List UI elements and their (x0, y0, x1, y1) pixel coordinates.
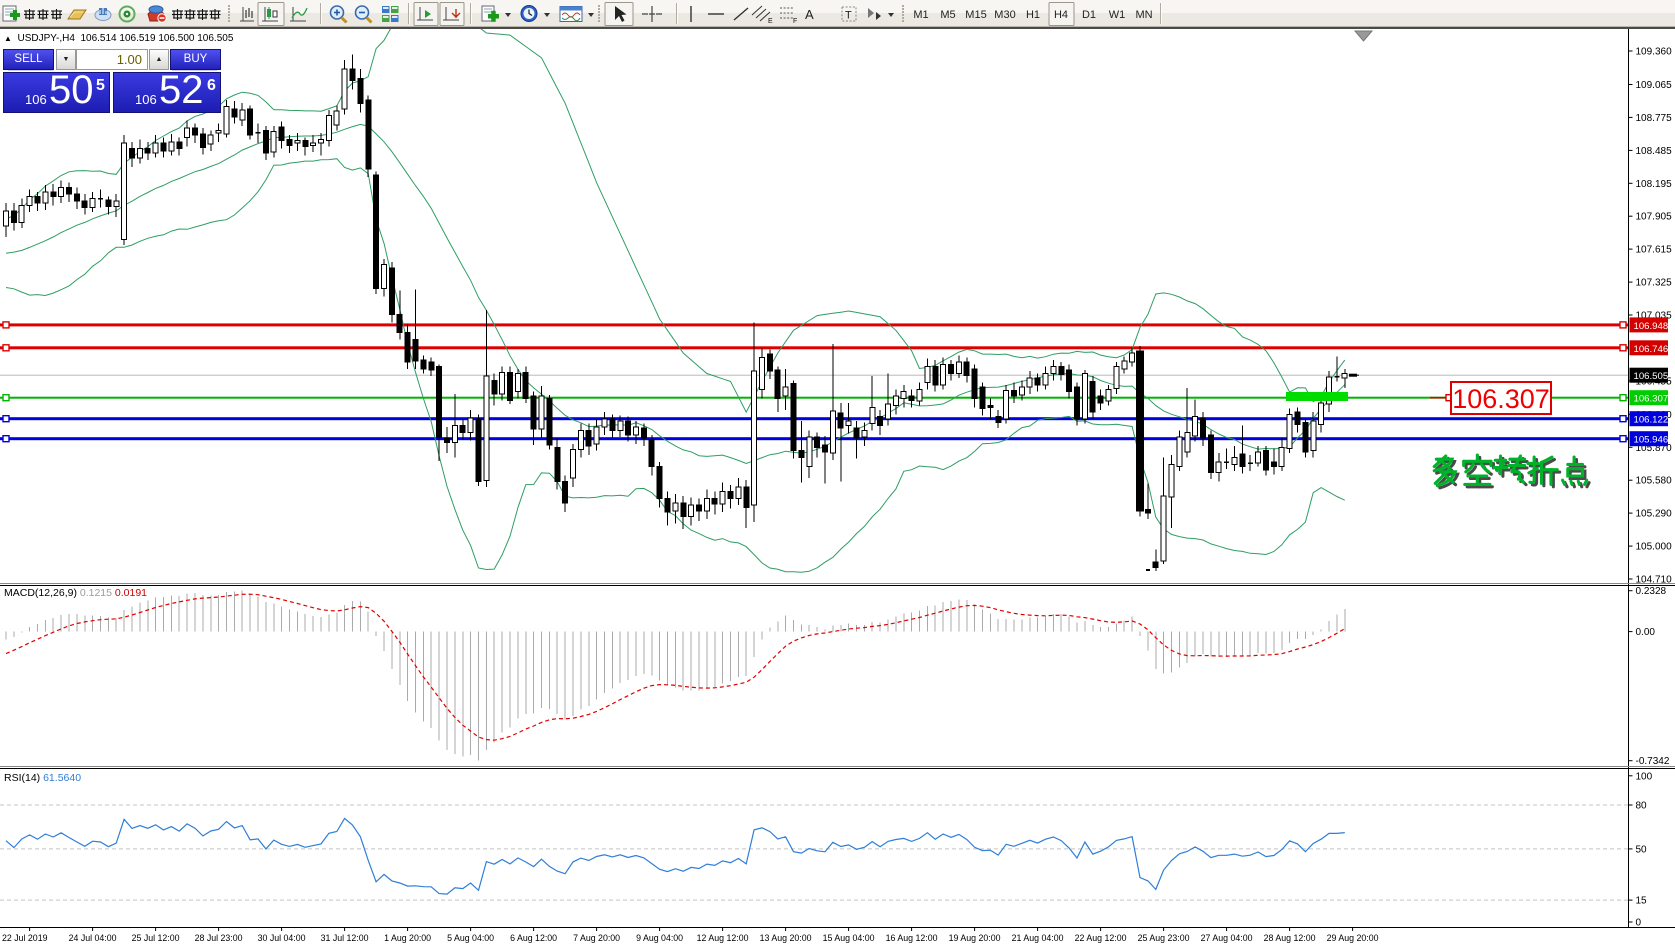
svg-text:109.360: 109.360 (1636, 47, 1673, 58)
svg-text:27 Aug 04:00: 27 Aug 04:00 (1201, 933, 1253, 943)
svg-text:22 Aug 12:00: 22 Aug 12:00 (1075, 933, 1127, 943)
svg-text:107.325: 107.325 (1636, 278, 1673, 289)
svg-text:80: 80 (1636, 801, 1648, 812)
svg-text:105.000: 105.000 (1636, 542, 1673, 553)
svg-text:105.870: 105.870 (1636, 443, 1673, 454)
svg-text:28 Jul 23:00: 28 Jul 23:00 (195, 933, 243, 943)
svg-text:5 Aug 04:00: 5 Aug 04:00 (447, 933, 494, 943)
svg-text:106.307: 106.307 (1634, 394, 1669, 405)
svg-text:107.905: 107.905 (1636, 212, 1673, 223)
svg-text:D1: D1 (1082, 9, 1096, 21)
svg-text:MN: MN (1135, 9, 1152, 21)
svg-text:107.035: 107.035 (1636, 311, 1673, 322)
svg-text:7 Aug 20:00: 7 Aug 20:00 (573, 933, 620, 943)
svg-text:0.2328: 0.2328 (1636, 586, 1667, 597)
svg-text:9 Aug 04:00: 9 Aug 04:00 (636, 933, 683, 943)
svg-text:108.775: 108.775 (1636, 113, 1673, 124)
svg-text:108.485: 108.485 (1636, 146, 1673, 157)
svg-text:13 Aug 20:00: 13 Aug 20:00 (760, 933, 812, 943)
svg-text:A: A (805, 7, 814, 22)
svg-text:29 Aug 20:00: 29 Aug 20:00 (1327, 933, 1379, 943)
svg-text:M15: M15 (965, 9, 986, 21)
svg-text:108.195: 108.195 (1636, 179, 1673, 190)
svg-text:25 Aug 23:00: 25 Aug 23:00 (1138, 933, 1190, 943)
svg-text:M5: M5 (940, 9, 955, 21)
svg-text:W1: W1 (1109, 9, 1126, 21)
svg-text:30 Jul 04:00: 30 Jul 04:00 (258, 933, 306, 943)
svg-text:H4: H4 (1054, 9, 1068, 21)
svg-text:109.065: 109.065 (1636, 80, 1673, 91)
svg-text:RSI(14) 61.5640: RSI(14) 61.5640 (4, 772, 81, 784)
svg-text:106.505: 106.505 (1634, 371, 1669, 382)
svg-text:31 Jul 12:00: 31 Jul 12:00 (321, 933, 369, 943)
svg-text:106.122: 106.122 (1634, 415, 1669, 426)
svg-text:24 Jul 04:00: 24 Jul 04:00 (69, 933, 117, 943)
svg-text:19 Aug 20:00: 19 Aug 20:00 (949, 933, 1001, 943)
svg-text:E: E (768, 18, 773, 25)
svg-text:106.948: 106.948 (1634, 321, 1669, 332)
svg-text:M1: M1 (913, 9, 928, 21)
svg-text:16 Aug 12:00: 16 Aug 12:00 (886, 933, 938, 943)
svg-text:104.710: 104.710 (1636, 575, 1673, 586)
svg-text:100: 100 (1636, 771, 1653, 782)
svg-text:28 Aug 12:00: 28 Aug 12:00 (1264, 933, 1316, 943)
svg-text:-0.7342: -0.7342 (1636, 756, 1670, 767)
svg-text:0.00: 0.00 (1636, 627, 1656, 638)
svg-text:106.307: 106.307 (1452, 384, 1550, 414)
svg-text:25 Jul 12:00: 25 Jul 12:00 (132, 933, 180, 943)
svg-text:22 Jul 2019: 22 Jul 2019 (2, 933, 48, 943)
svg-text:6 Aug 12:00: 6 Aug 12:00 (510, 933, 557, 943)
svg-text:F: F (793, 18, 797, 25)
svg-text:105.580: 105.580 (1636, 476, 1673, 487)
svg-text:15 Aug 04:00: 15 Aug 04:00 (823, 933, 875, 943)
svg-text:H1: H1 (1026, 9, 1040, 21)
svg-text:1 Aug 20:00: 1 Aug 20:00 (384, 933, 431, 943)
svg-text:T: T (845, 10, 852, 22)
svg-text:M30: M30 (994, 9, 1015, 21)
svg-text:107.615: 107.615 (1636, 245, 1673, 256)
svg-text:MACD(12,26,9) 0.1215 0.0191: MACD(12,26,9) 0.1215 0.0191 (4, 587, 147, 599)
svg-text:106.746: 106.746 (1634, 344, 1669, 355)
svg-text:15: 15 (1636, 896, 1648, 907)
svg-text:21 Aug 04:00: 21 Aug 04:00 (1012, 933, 1064, 943)
svg-text:105.946: 105.946 (1634, 435, 1669, 446)
svg-text:105.290: 105.290 (1636, 509, 1673, 520)
svg-text:50: 50 (1636, 844, 1648, 855)
svg-text:0: 0 (1636, 918, 1642, 929)
svg-text:12 Aug 12:00: 12 Aug 12:00 (697, 933, 749, 943)
